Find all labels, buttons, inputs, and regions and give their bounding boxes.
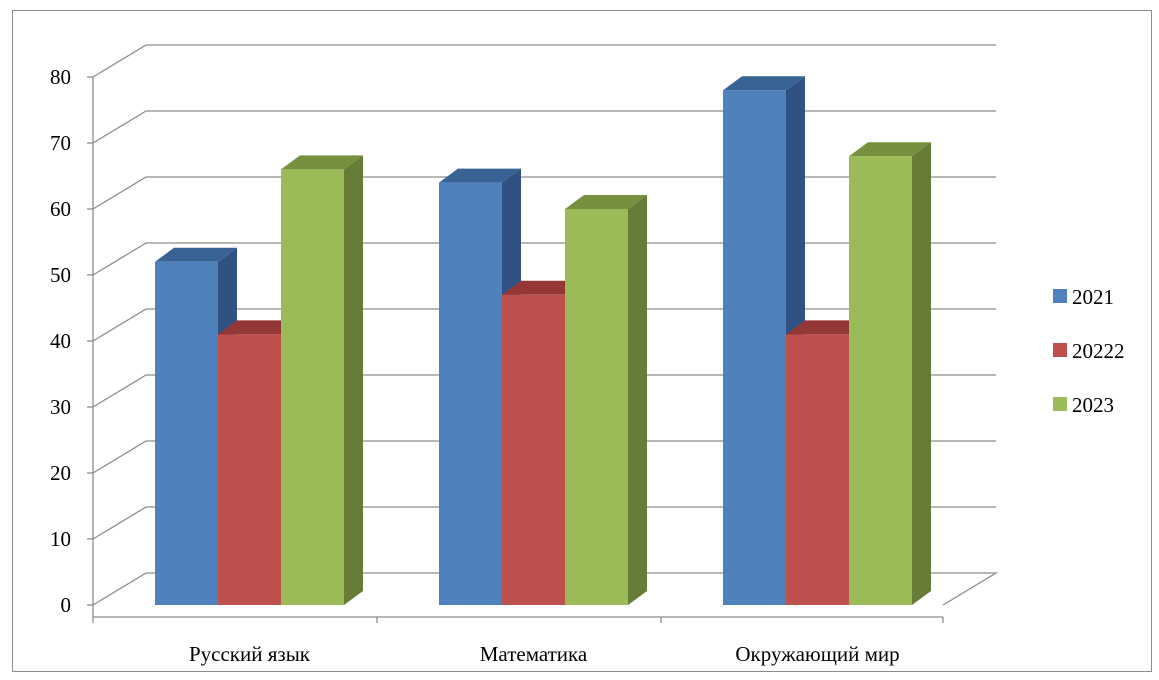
bar-top [502,280,584,295]
bar-side [628,195,647,605]
y-tick-label: 80 [50,65,71,89]
gridline [92,44,996,78]
bar [218,334,281,605]
bar [439,182,502,605]
y-tick-label: 0 [61,593,72,617]
gridline [92,176,996,210]
gridline [92,242,996,276]
bar [723,90,786,605]
bar-side [344,155,363,605]
x-category-label: Математика [480,642,588,666]
y-tick-label: 70 [50,131,71,155]
gridlines [92,44,999,606]
bar [502,294,565,605]
bar [281,169,344,605]
y-tick-label: 30 [50,395,71,419]
gridline [92,374,996,408]
bar-side [912,142,931,605]
bar-chart-3d: 0 10 20 30 40 50 60 70 80 Русский язык Математика… [50,44,1125,666]
x-category-label: Русский язык [189,642,311,666]
x-category-label: Окружающий мир [735,642,899,666]
x-axis-category-labels: Русский язык Математика Окружающий мир [189,642,900,666]
bar [565,209,628,605]
gridline [92,506,996,540]
bar-top [155,247,237,262]
gridline [92,308,996,342]
y-tick-label: 60 [50,197,71,221]
bar-top [565,195,647,209]
legend-swatch [1053,397,1067,411]
y-axis-tick-labels: 0 10 20 30 40 50 60 70 80 [50,65,71,617]
y-tick-label: 40 [50,329,71,353]
gridline [92,440,996,474]
y-tick-label: 10 [50,527,71,551]
bar-top [218,320,300,335]
axes [87,76,944,623]
bar-top [281,155,363,170]
chart-frame: 0 10 20 30 40 50 60 70 80 Русский язык Математика… [12,10,1152,672]
bar-top [723,76,805,91]
y-tick-label: 20 [50,461,71,485]
y-tick-label: 50 [50,263,71,287]
bar-top [849,142,931,157]
bars [155,76,931,606]
legend-swatch [1053,343,1067,357]
bar-top [439,168,521,183]
legend-label: 2021 [1072,285,1114,309]
legend-label: 20222 [1072,339,1125,363]
bar [786,334,849,605]
legend-swatch [1053,289,1067,303]
bar-top [786,320,868,335]
bar [155,261,218,605]
legend-label: 2023 [1072,393,1114,417]
bar [849,156,912,605]
legend: 2021 20222 2023 [1053,285,1125,417]
gridline [92,110,996,144]
